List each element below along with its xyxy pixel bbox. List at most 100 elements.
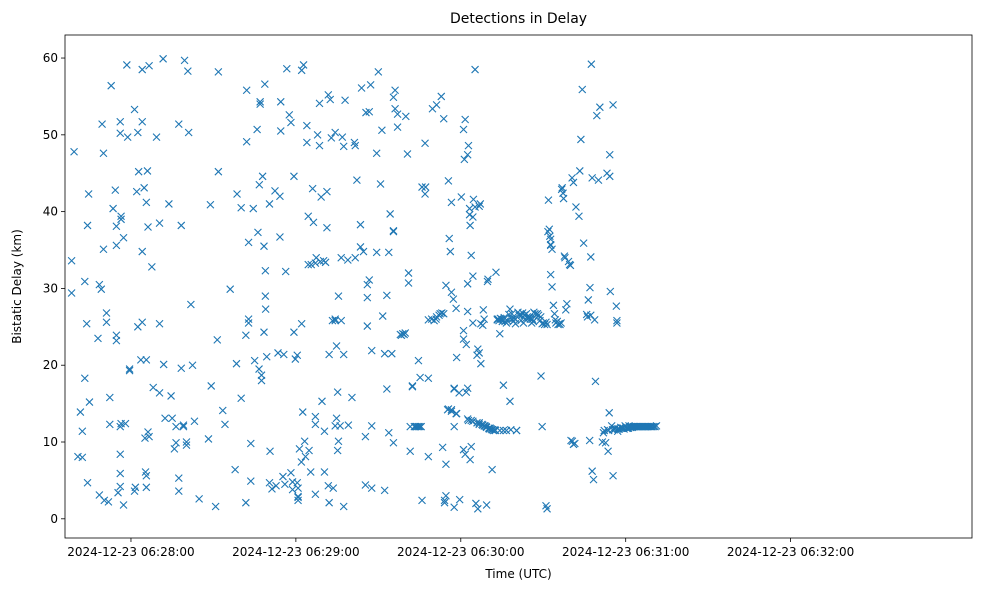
data-point-marker [125,366,134,375]
data-point-marker [305,446,313,455]
data-point-marker [195,494,204,503]
data-point-marker [367,484,376,492]
data-point-marker [594,176,603,185]
data-point-marker [337,253,346,262]
data-point-marker [241,331,250,340]
data-point-marker [652,421,661,430]
data-point-marker [246,477,255,486]
data-point-marker [378,126,386,135]
data-point-marker [572,203,580,211]
data-points [67,54,661,513]
data-point-marker [479,306,488,314]
data-point-marker [544,196,553,204]
data-point-marker [418,496,426,505]
data-point-marker [293,351,302,360]
data-point-marker [480,315,489,324]
data-point-marker [463,384,472,393]
x-tick-label: 2024-12-23 06:28:00 [67,545,194,559]
data-point-marker [140,183,149,192]
data-point-marker [255,365,263,373]
data-point-marker [261,292,270,300]
data-point-marker [253,125,262,134]
x-tick-label: 2024-12-23 06:32:00 [727,545,854,559]
data-point-marker [601,438,610,447]
data-point-marker [384,248,393,257]
data-point-marker [459,445,468,454]
data-point-marker [367,346,376,355]
data-point-marker [109,204,117,213]
data-point-marker [488,465,497,474]
data-point-marker [97,285,106,294]
data-point-marker [417,422,426,431]
data-point-marker [353,176,361,185]
data-point-marker [142,355,151,364]
data-point-marker [147,263,156,271]
data-point-marker [294,484,302,492]
data-point-marker [338,133,347,142]
data-point-marker [307,260,316,269]
data-point-marker [447,405,456,414]
data-point-marker [119,501,128,509]
x-tick-label: 2024-12-23 06:29:00 [232,545,359,559]
data-point-marker [372,149,381,158]
data-point-marker [174,120,183,128]
data-point-marker [172,422,180,431]
data-point-marker [123,133,132,142]
data-point-marker [325,498,334,507]
data-point-marker [182,441,191,449]
data-point-marker [100,496,109,505]
data-point-marker [418,183,426,191]
chart-title: Detections in Delay [450,11,587,27]
data-point-marker [351,253,360,262]
data-point-marker [455,388,464,397]
data-point-marker [138,65,147,74]
data-point-marker [226,285,235,294]
data-point-marker [649,422,658,431]
data-point-marker [82,319,91,328]
data-point-marker [440,496,449,505]
data-point-marker [246,439,255,448]
data-point-marker [279,350,288,359]
data-point-marker [499,426,508,435]
data-point-marker [291,355,300,363]
data-point-marker [476,200,485,208]
data-point-marker [475,202,484,211]
data-point-marker [183,67,192,75]
data-point-marker [495,329,504,338]
data-point-marker [83,221,92,230]
data-point-marker [560,252,569,261]
data-point-marker [78,453,87,462]
data-point-marker [311,420,320,429]
data-point-marker [149,383,158,392]
data-point-marker [408,382,417,390]
x-tick-label: 2024-12-23 06:30:00 [397,545,524,559]
data-point-marker [260,242,268,251]
data-point-marker [575,212,583,221]
data-point-marker [332,414,341,423]
data-point-marker [380,349,389,358]
data-point-marker [495,426,504,435]
data-point-marker [439,309,448,318]
plot-area-frame [64,34,973,539]
data-point-marker [142,198,151,207]
data-point-marker [437,92,446,101]
data-point-marker [323,187,331,196]
data-point-marker [437,309,446,317]
data-point-marker [393,110,402,118]
data-point-marker [242,86,251,95]
data-point-marker [170,445,179,453]
data-point-marker [67,256,76,265]
data-point-marker [294,496,302,505]
data-point-marker [112,222,121,231]
data-point-marker [529,317,538,326]
data-point-marker [339,142,348,151]
data-point-marker [484,275,492,284]
data-point-marker [80,277,89,286]
data-point-marker [463,279,472,288]
data-point-marker [204,435,213,443]
data-point-marker [145,432,153,441]
data-point-marker [116,117,125,126]
data-point-marker [382,291,391,300]
data-point-marker [544,227,552,236]
data-point-marker [134,167,143,176]
